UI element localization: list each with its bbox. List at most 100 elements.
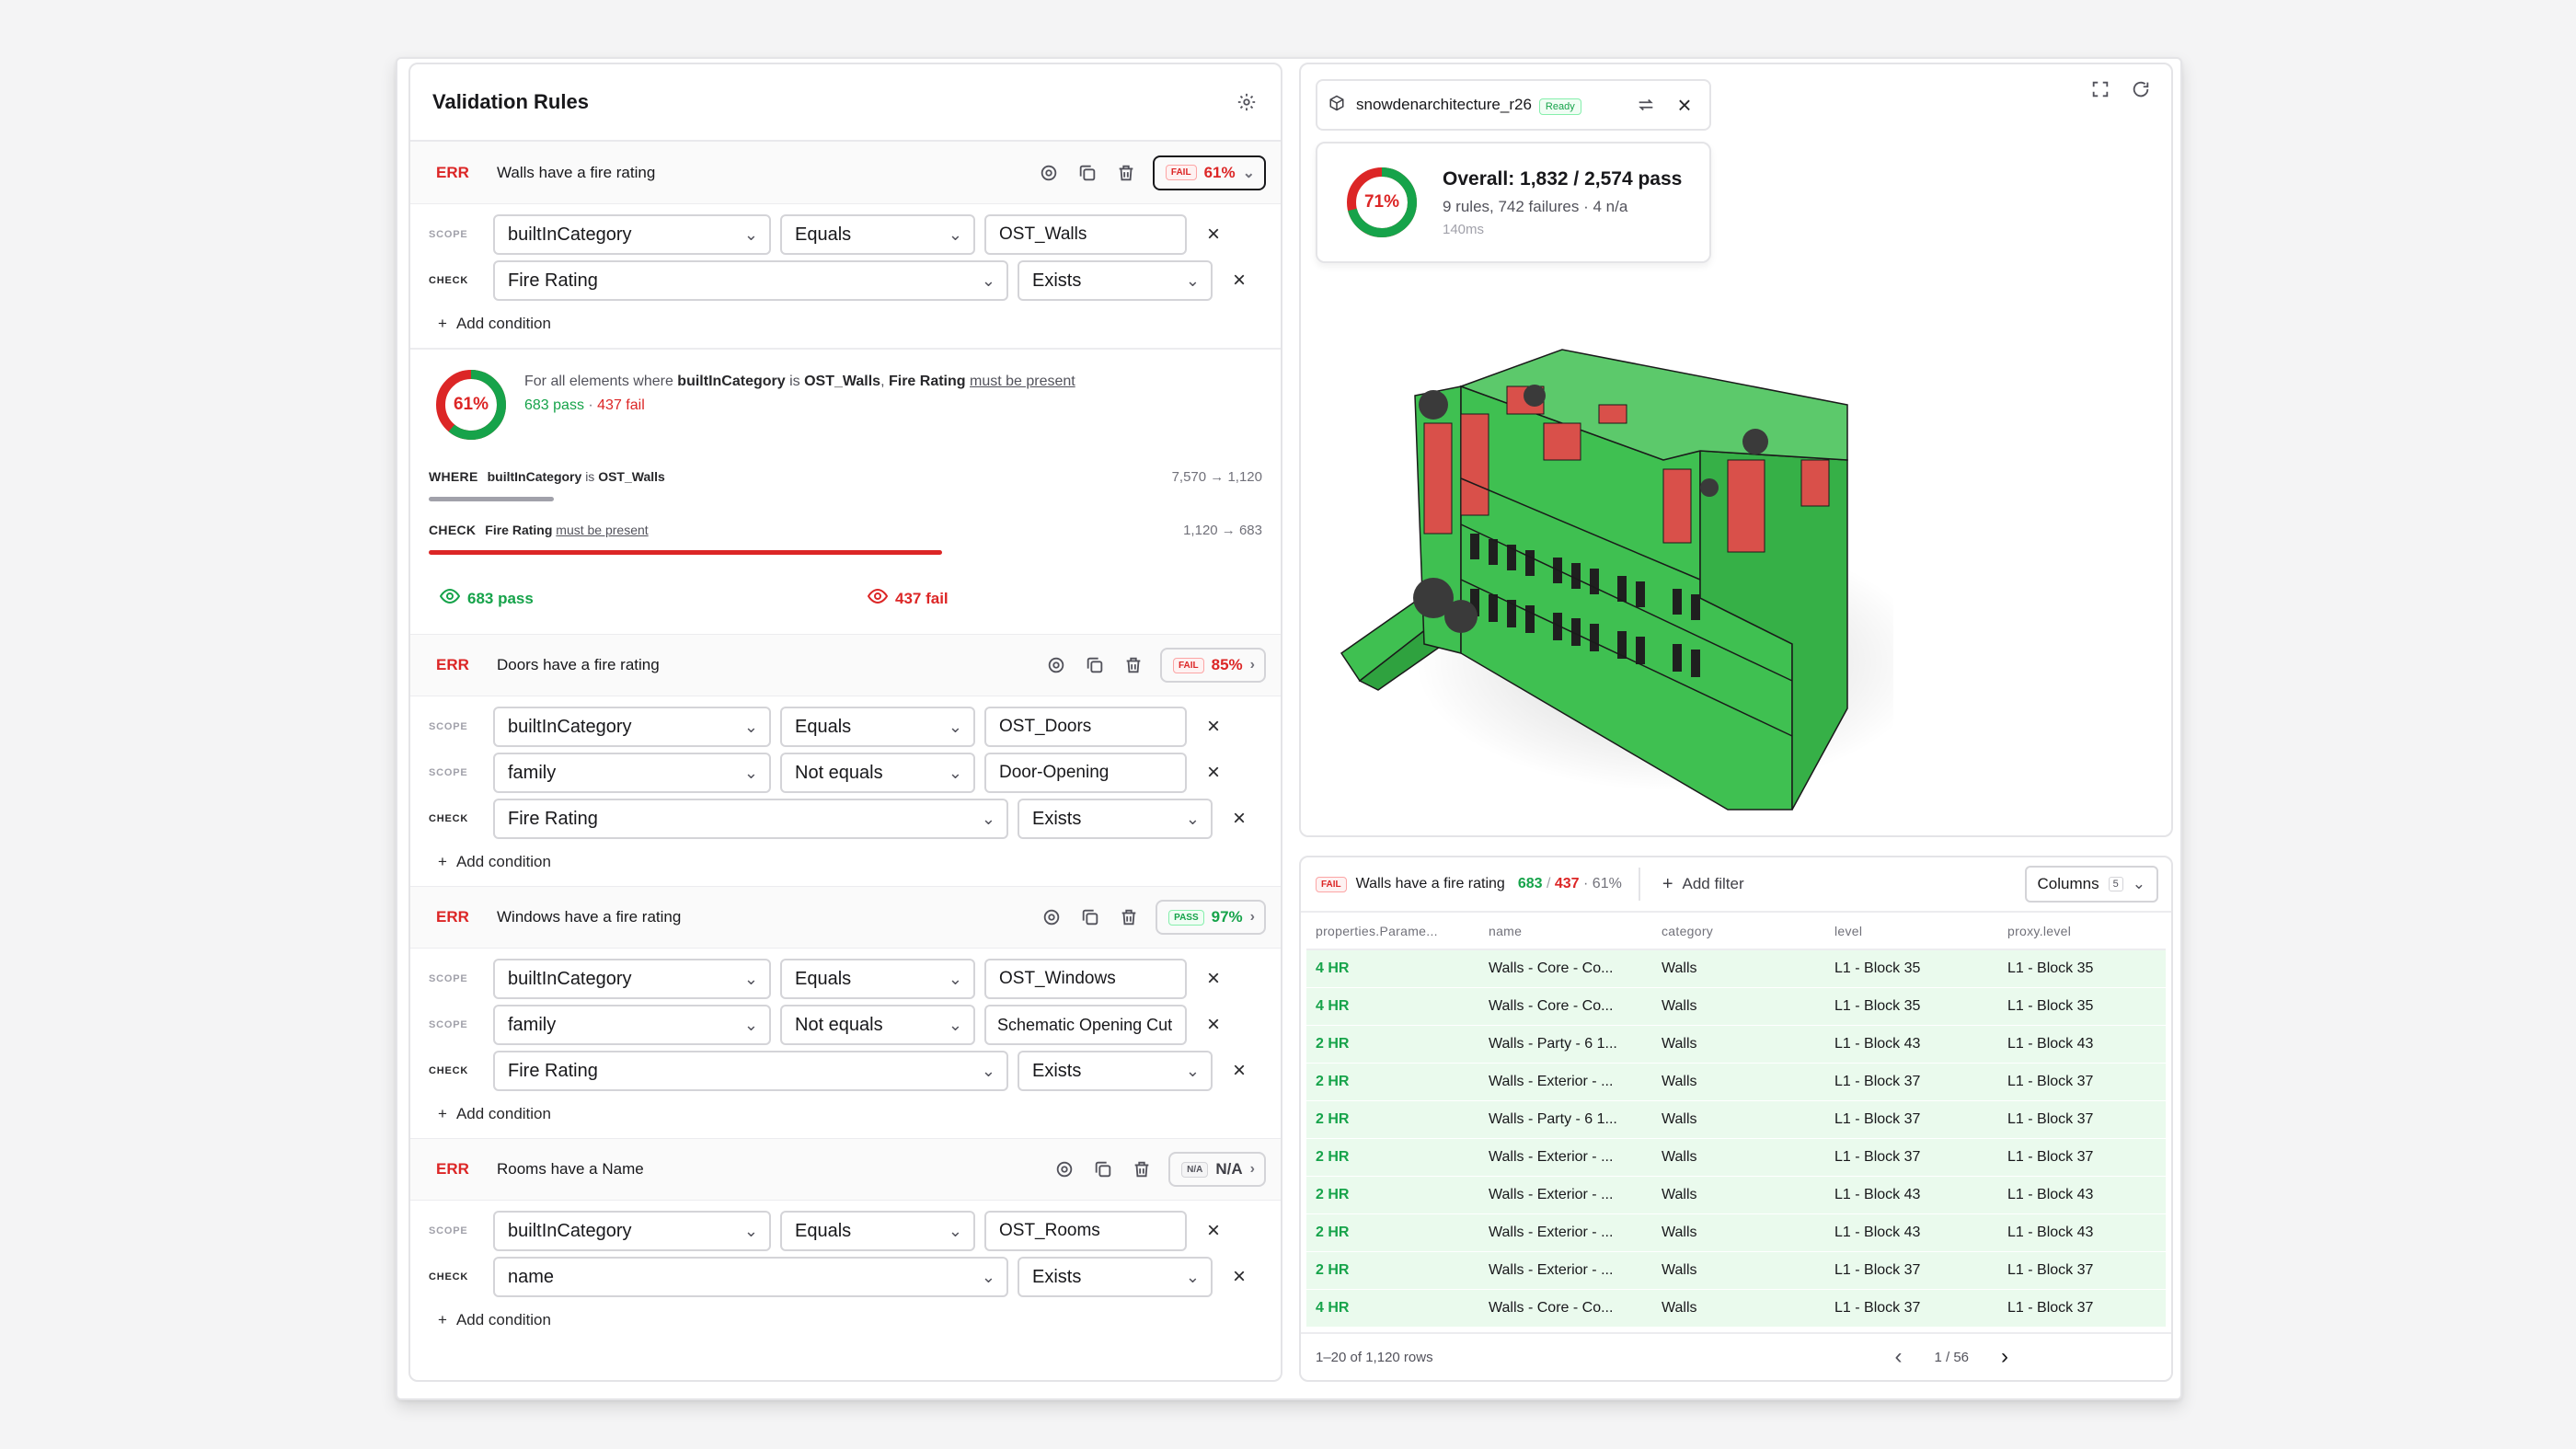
rule-header[interactable]: ERR Rooms have a Name N/A N/A › <box>410 1138 1281 1201</box>
field-select[interactable]: family ⌄ <box>493 1005 771 1045</box>
operator-select[interactable]: Exists ⌄ <box>1018 1051 1213 1091</box>
chevron-down-icon: ⌄ <box>1185 270 1200 290</box>
columns-button[interactable]: Columns 5 ⌄ <box>2024 866 2158 903</box>
rule-status-button[interactable]: PASS 97% › <box>1156 900 1266 935</box>
rule-settings-icon[interactable] <box>1051 1156 1078 1183</box>
remove-condition-icon[interactable]: × <box>1232 806 1246 831</box>
column-header[interactable]: level <box>1825 913 1998 950</box>
field-select[interactable]: Fire Rating ⌄ <box>493 1051 1008 1091</box>
rule-header[interactable]: ERR Walls have a fire rating FAIL 61% ⌄ <box>410 142 1281 204</box>
rule-status-button[interactable]: FAIL 61% ⌄ <box>1152 155 1266 190</box>
condition-row: SCOPE family ⌄ Not equals ⌄ Schematic Open… <box>410 1002 1281 1048</box>
remove-condition-icon[interactable]: × <box>1206 760 1220 785</box>
rule-title: Doors have a fire rating <box>497 656 660 673</box>
column-header[interactable]: properties.Parame... <box>1306 913 1479 950</box>
field-select[interactable]: family ⌄ <box>493 753 771 793</box>
operator-select[interactable]: Equals ⌄ <box>780 214 975 255</box>
table-cell: Walls - Exterior - ... <box>1479 1213 1652 1252</box>
table-row[interactable]: 4 HR Walls - Core - Co... Walls L1 - Block … <box>1306 987 2166 1026</box>
delete-trash-icon[interactable] <box>1112 159 1140 187</box>
remove-condition-icon[interactable]: × <box>1232 268 1246 293</box>
rule-header[interactable]: ERR Doors have a fire rating FAIL 85% › <box>410 634 1281 696</box>
table-cell: 2 HR <box>1306 1176 1479 1214</box>
operator-select[interactable]: Equals ⌄ <box>780 959 975 999</box>
rule-card: ERR Windows have a fire rating PASS 97% … <box>410 886 1281 1138</box>
chevron-down-icon: ⌄ <box>948 224 962 244</box>
table-row[interactable]: 2 HR Walls - Party - 6 1... Walls L1 - Bloc… <box>1306 1025 2166 1064</box>
field-select[interactable]: name ⌄ <box>493 1257 1008 1297</box>
remove-condition-icon[interactable]: × <box>1232 1264 1246 1289</box>
duplicate-icon[interactable] <box>1081 651 1109 679</box>
column-header[interactable]: proxy.level <box>1998 913 2166 950</box>
delete-trash-icon[interactable] <box>1120 651 1147 679</box>
rule-settings-icon[interactable] <box>1035 159 1063 187</box>
table-row[interactable]: 2 HR Walls - Exterior - ... Walls L1 - Bloc… <box>1306 1138 2166 1177</box>
field-select[interactable]: Fire Rating ⌄ <box>493 260 1008 301</box>
remove-condition-icon[interactable]: × <box>1206 1012 1220 1037</box>
delete-trash-icon[interactable] <box>1115 903 1143 931</box>
condition-row: SCOPE builtInCategory ⌄ Equals ⌄ OST_Windo… <box>410 956 1281 1002</box>
value-input[interactable]: OST_Doors <box>984 707 1187 747</box>
operator-select[interactable]: Not equals ⌄ <box>780 753 975 793</box>
check-bar <box>429 550 942 555</box>
rule-status-button[interactable]: N/A N/A › <box>1168 1152 1266 1187</box>
table-row[interactable]: 2 HR Walls - Exterior - ... Walls L1 - Bloc… <box>1306 1063 2166 1101</box>
operator-select[interactable]: Equals ⌄ <box>780 707 975 747</box>
column-header[interactable]: name <box>1479 913 1652 950</box>
add-condition-button[interactable]: + Add condition <box>410 304 1281 344</box>
operator-select[interactable]: Equals ⌄ <box>780 1211 975 1251</box>
prev-page-icon[interactable]: ‹ <box>1894 1344 1903 1369</box>
field-select[interactable]: builtInCategory ⌄ <box>493 1211 771 1251</box>
column-header[interactable]: category <box>1652 913 1825 950</box>
operator-select[interactable]: Exists ⌄ <box>1018 799 1213 839</box>
close-icon[interactable]: × <box>1677 90 1692 119</box>
value-input[interactable]: OST_Windows <box>984 959 1187 999</box>
add-filter-button[interactable]: + Add filter <box>1662 874 2025 895</box>
panel-title: Validation Rules <box>432 90 589 113</box>
table-row[interactable]: 4 HR Walls - Core - Co... Walls L1 - Block … <box>1306 949 2166 988</box>
rule-header[interactable]: ERR Windows have a fire rating PASS 97% … <box>410 886 1281 949</box>
operator-select[interactable]: Exists ⌄ <box>1018 1257 1213 1297</box>
add-condition-button[interactable]: + Add condition <box>410 1094 1281 1134</box>
table-row[interactable]: 2 HR Walls - Exterior - ... Walls L1 - Bloc… <box>1306 1213 2166 1252</box>
operator-select[interactable]: Exists ⌄ <box>1018 260 1213 301</box>
building-3d-model[interactable] <box>1323 294 1893 828</box>
duplicate-icon[interactable] <box>1089 1156 1117 1183</box>
rule-settings-icon[interactable] <box>1038 903 1065 931</box>
value-input[interactable]: OST_Rooms <box>984 1211 1187 1251</box>
field-select[interactable]: builtInCategory ⌄ <box>493 959 771 999</box>
delete-trash-icon[interactable] <box>1128 1156 1156 1183</box>
duplicate-icon[interactable] <box>1076 903 1104 931</box>
field-select[interactable]: Fire Rating ⌄ <box>493 799 1008 839</box>
model-viewer-panel[interactable]: snowdenarchitecture_r26 Ready × 71% Overa… <box>1299 63 2173 837</box>
table-row[interactable]: 2 HR Walls - Exterior - ... Walls L1 - Bloc… <box>1306 1251 2166 1290</box>
swap-model-icon[interactable] <box>1632 91 1660 119</box>
remove-condition-icon[interactable]: × <box>1206 1218 1220 1243</box>
fullscreen-icon[interactable] <box>2087 75 2114 103</box>
remove-condition-icon[interactable]: × <box>1232 1058 1246 1083</box>
rule-status-button[interactable]: FAIL 85% › <box>1159 648 1266 683</box>
settings-gear-icon[interactable] <box>1233 88 1260 116</box>
add-condition-button[interactable]: + Add condition <box>410 1300 1281 1340</box>
value-input[interactable]: Schematic Opening Cut <box>984 1005 1187 1045</box>
table-row[interactable]: 2 HR Walls - Exterior - ... Walls L1 - Bloc… <box>1306 1176 2166 1214</box>
remove-condition-icon[interactable]: × <box>1206 714 1220 739</box>
rule-card: ERR Doors have a fire rating FAIL 85% › … <box>410 634 1281 886</box>
field-select[interactable]: builtInCategory ⌄ <box>493 707 771 747</box>
reset-view-icon[interactable] <box>2127 75 2155 103</box>
table-row[interactable]: 4 HR Walls - Core - Co... Walls L1 - Block … <box>1306 1289 2166 1328</box>
operator-select[interactable]: Not equals ⌄ <box>780 1005 975 1045</box>
show-fail-button[interactable]: 437 fail <box>867 588 949 608</box>
table-row[interactable]: 2 HR Walls - Party - 6 1... Walls L1 - Bloc… <box>1306 1100 2166 1139</box>
add-condition-button[interactable]: + Add condition <box>410 842 1281 882</box>
rule-settings-icon[interactable] <box>1042 651 1070 679</box>
value-input[interactable]: Door-Opening <box>984 753 1187 793</box>
remove-condition-icon[interactable]: × <box>1206 222 1220 247</box>
field-select[interactable]: builtInCategory ⌄ <box>493 214 771 255</box>
remove-condition-icon[interactable]: × <box>1206 966 1220 991</box>
duplicate-icon[interactable] <box>1074 159 1101 187</box>
value-input[interactable]: OST_Walls <box>984 214 1187 255</box>
next-page-icon[interactable]: › <box>2001 1344 2008 1369</box>
status-tag: FAIL <box>1172 657 1204 673</box>
show-pass-button[interactable]: 683 pass <box>439 588 868 608</box>
